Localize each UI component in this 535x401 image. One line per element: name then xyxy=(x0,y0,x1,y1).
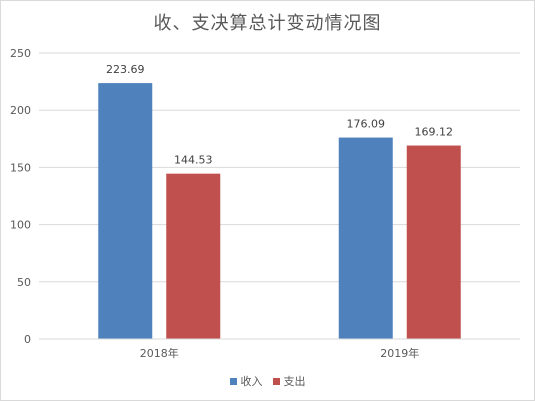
y-tick-label: 50 xyxy=(17,276,31,289)
y-tick-label: 200 xyxy=(10,104,31,117)
legend-swatch-expense xyxy=(272,377,280,385)
y-tick-label: 100 xyxy=(10,219,31,232)
bar-income-1 xyxy=(338,137,393,339)
bar-income-0 xyxy=(98,83,153,340)
data-labels: 223.69 144.53 176.09 169.12 xyxy=(106,63,453,167)
legend-item-income: 收入 xyxy=(229,373,263,389)
x-tick-label: 2018年 xyxy=(140,346,179,360)
legend-label-income: 收入 xyxy=(240,375,263,388)
bar-expense-0 xyxy=(166,173,221,339)
legend-label-expense: 支出 xyxy=(283,375,306,388)
y-tick-label: 250 xyxy=(10,47,31,60)
chart-title: 收、支决算总计变动情况图 xyxy=(153,13,382,34)
legend-item-expense: 支出 xyxy=(272,373,306,389)
data-label: 144.53 xyxy=(174,154,213,167)
data-label: 176.09 xyxy=(347,118,386,131)
data-label: 169.12 xyxy=(415,126,454,139)
y-tick-label: 0 xyxy=(24,333,31,346)
legend: 收入 支出 xyxy=(1,373,534,389)
bar-expense-1 xyxy=(406,145,461,339)
y-axis-tick-labels: 0 50 100 150 200 250 xyxy=(10,47,31,346)
y-tick-label: 150 xyxy=(10,161,31,174)
legend-swatch-income xyxy=(229,377,237,385)
data-label: 223.69 xyxy=(106,63,145,76)
x-axis-tick-labels: 2018年 2019年 xyxy=(140,346,420,360)
bars xyxy=(98,83,461,340)
x-tick-label: 2019年 xyxy=(380,346,419,360)
